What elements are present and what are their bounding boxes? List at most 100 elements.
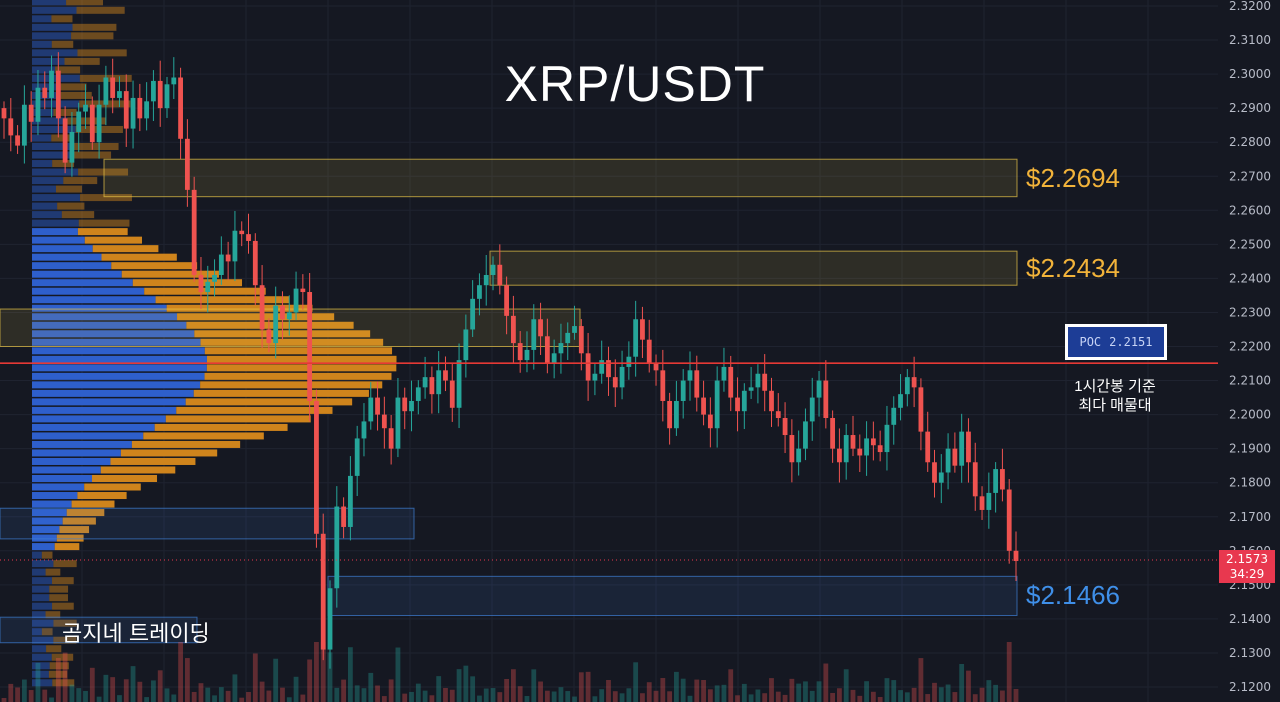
vp-bar-buy <box>32 662 50 670</box>
vp-bar-buy <box>32 287 145 295</box>
y-tick-label: 2.2800 <box>1229 135 1271 149</box>
vp-bar-buy <box>32 185 56 193</box>
volume-bar <box>667 691 673 702</box>
vp-bar-buy <box>32 483 85 491</box>
candle-body <box>823 380 829 419</box>
volume-bar <box>803 681 808 702</box>
candle-body <box>429 377 435 395</box>
candle-body <box>35 87 41 122</box>
volume-bar <box>178 642 183 702</box>
y-tick-label: 2.2700 <box>1229 169 1271 183</box>
volume-bar <box>368 672 374 702</box>
candle-body <box>680 380 686 401</box>
vp-bar-sell <box>186 321 354 329</box>
volume-bar <box>361 688 367 702</box>
volume-bar <box>612 691 618 702</box>
volume-bar <box>198 683 204 702</box>
vp-bar-buy <box>32 560 54 568</box>
vp-bar-sell <box>72 23 117 31</box>
volume-bar <box>646 682 652 702</box>
candle-body <box>21 104 27 146</box>
vp-bar-sell <box>78 168 129 176</box>
candle-body <box>232 230 238 262</box>
volume-bar <box>911 687 917 702</box>
candle-body <box>891 407 897 425</box>
vp-bar-buy <box>32 236 85 244</box>
volume-bar <box>762 693 768 702</box>
candle-body <box>184 138 190 190</box>
candle-body <box>205 281 211 293</box>
vp-bar-buy <box>32 611 46 619</box>
candle-body <box>510 315 516 344</box>
volume-bar <box>524 696 530 702</box>
vp-bar-buy <box>32 219 79 227</box>
vp-bar-buy <box>32 526 60 534</box>
vp-bar-buy <box>32 457 111 465</box>
candle-body <box>395 397 401 449</box>
vp-bar-buy <box>32 449 121 457</box>
candle-body <box>952 448 958 466</box>
y-tick-label: 2.1900 <box>1229 442 1271 456</box>
volume-bar <box>76 688 82 702</box>
candle-body <box>280 305 285 320</box>
candle-body <box>572 326 577 333</box>
vp-bar-sell <box>55 185 82 193</box>
vp-bar-sell <box>55 66 81 74</box>
vp-bar-sell <box>52 160 75 168</box>
volume-bar <box>470 676 476 702</box>
poc-label: POC <box>1079 335 1102 349</box>
candle-body <box>1013 550 1019 562</box>
volume-bar <box>15 687 20 702</box>
volume-bar <box>354 685 360 702</box>
vp-bar-buy <box>32 551 42 559</box>
volume-bar <box>653 690 659 702</box>
candle-body <box>918 387 924 432</box>
candle-body <box>1 108 7 119</box>
vp-bar-buy <box>32 423 155 431</box>
vp-bar-buy <box>32 628 42 636</box>
candle-body <box>850 435 856 449</box>
candle-body <box>558 343 564 354</box>
volume-bar <box>395 647 401 702</box>
vp-bar-sell <box>69 151 112 159</box>
vp-bar-sell <box>53 619 77 627</box>
candle-body <box>551 353 557 364</box>
vp-bar-sell <box>101 253 177 261</box>
volume-bar <box>307 659 313 702</box>
candle-body <box>524 349 530 361</box>
vp-bar-sell <box>84 483 141 491</box>
candle-body <box>599 360 605 374</box>
vp-bar-sell <box>165 415 311 423</box>
price-zones <box>0 158 1018 644</box>
poc-note: 1시간봉 기준 최다 매물대 <box>1040 377 1190 415</box>
candle-body <box>721 366 727 381</box>
volume-bar <box>938 687 944 702</box>
vp-bar-buy <box>32 57 65 65</box>
vp-bar-sell <box>71 32 114 40</box>
candle-body <box>239 230 245 235</box>
volume-bar <box>517 686 523 702</box>
volume-bar <box>979 687 985 702</box>
zone-bottom-left <box>0 616 198 644</box>
volume-bar <box>721 684 727 702</box>
volume-bar <box>497 692 503 702</box>
candle-body <box>694 370 700 398</box>
vp-bar-sell <box>204 372 392 380</box>
vp-bar-sell <box>63 177 98 185</box>
volume-bar <box>1013 688 1019 702</box>
candle-body <box>307 292 313 401</box>
volume-bar <box>422 690 428 702</box>
candle-body <box>381 414 387 429</box>
candle-body <box>96 104 102 143</box>
candle-body <box>687 370 693 381</box>
volume-bar <box>212 695 217 702</box>
vp-bar-buy <box>32 245 93 253</box>
volume-bar <box>850 689 856 702</box>
volume-bar <box>986 680 992 702</box>
volume-bar <box>96 696 102 702</box>
y-tick-label: 2.2500 <box>1229 237 1271 251</box>
candle-body <box>925 431 931 463</box>
volume-bar <box>674 671 679 702</box>
y-tick-label: 2.2600 <box>1229 203 1271 217</box>
y-tick-label: 2.1700 <box>1229 510 1271 524</box>
